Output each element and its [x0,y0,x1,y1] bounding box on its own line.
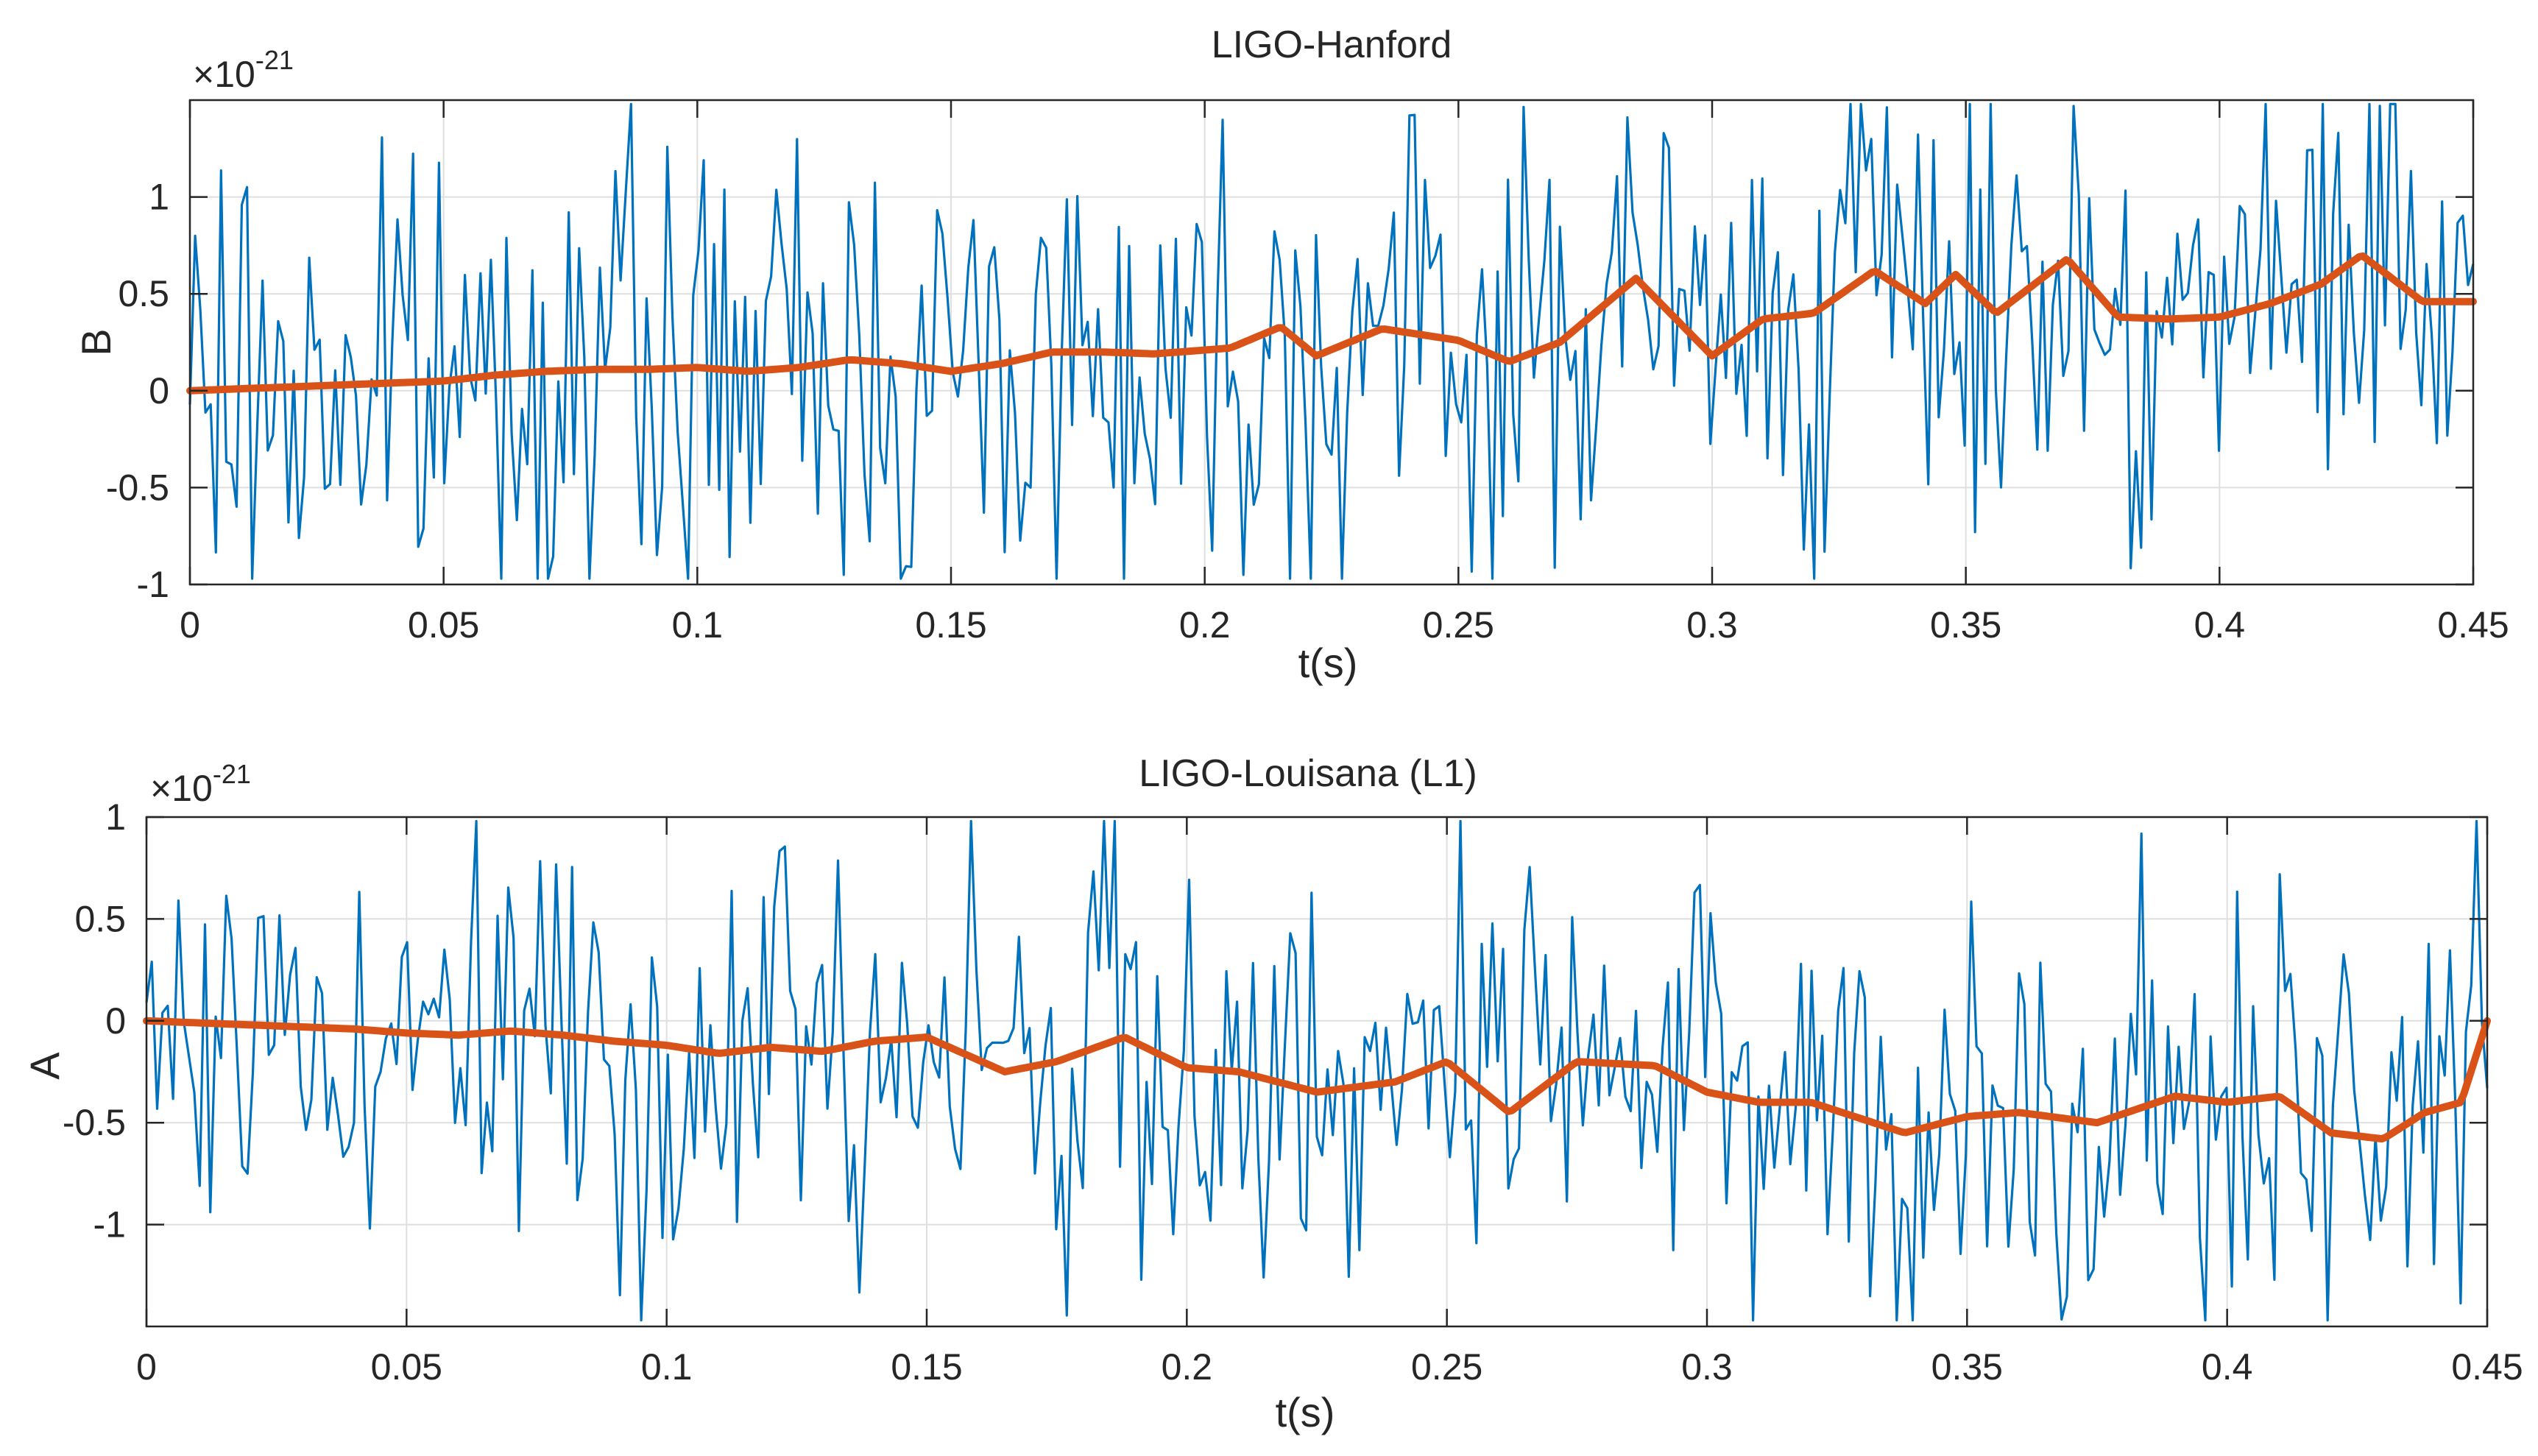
y-tick-label: 0.5 [118,273,169,314]
louisiana-raw-strain-line [145,819,2489,1322]
hanford-axes-box [188,99,2475,586]
x-tick-label: 0.2 [1162,1346,1213,1388]
louisiana-plot-area [146,817,2487,1326]
x-tick-label: 0.35 [1931,1346,2003,1388]
x-tick-label: 0.35 [1930,604,2001,646]
x-tick-label: 0.1 [672,604,724,646]
y-tick-label: -1 [93,1204,126,1245]
x-tick-label: 0.05 [371,1346,442,1388]
hanford-y-axis-label: B [73,328,119,356]
x-tick-label: 0.3 [1681,1346,1733,1388]
louisiana-x-tick-labels: 0 0.05 0.1 0.15 0.2 0.25 0.3 0.35 0.4 0.45 [136,1346,2523,1388]
hanford-smoothed-strain-line [186,252,2477,395]
y-tick-label: 0 [149,370,169,411]
louisiana-y-tick-labels: -1 -0.5 0 0.5 1 [63,796,126,1245]
y-tick-label: 0 [105,1000,126,1042]
hanford-ticks [188,100,2475,586]
x-tick-label: 0.2 [1179,604,1231,646]
x-tick-label: 0.1 [641,1346,693,1388]
hanford-panel: 0 0.05 0.1 0.15 0.2 0.25 0.3 0.35 0.4 0.45 -1 -0.5… [73,24,2509,686]
hanford-title: LIGO-Hanford [1212,24,1452,66]
x-tick-label: 0 [180,604,200,646]
y-tick-label: -0.5 [63,1102,126,1143]
x-tick-label: 0.05 [408,604,479,646]
x-tick-label: 0.15 [915,604,986,646]
x-tick-label: 0.45 [2437,604,2509,646]
x-tick-label: 0.25 [1423,604,1494,646]
louisiana-title: LIGO-Louisana (L1) [1139,752,1477,795]
louisiana-axes-box [145,816,2489,1328]
hanford-x-tick-labels: 0 0.05 0.1 0.15 0.2 0.25 0.3 0.35 0.4 0.45 [180,604,2509,646]
x-tick-label: 0.4 [2194,604,2246,646]
louisiana-x-axis-label: t(s) [1276,1389,1335,1435]
louisiana-exponent-label: ×10-21 [150,759,251,809]
x-tick-label: 0.45 [2451,1346,2523,1388]
y-tick-label: 1 [105,796,126,838]
y-tick-label: -0.5 [106,467,169,508]
x-tick-label: 0.4 [2202,1346,2253,1388]
hanford-y-tick-labels: -1 -0.5 0 0.5 1 [106,177,169,605]
x-tick-label: 0.15 [891,1346,962,1388]
y-tick-label: 1 [149,177,169,218]
louisiana-panel: 0 0.05 0.1 0.15 0.2 0.25 0.3 0.35 0.4 0.45 -1 -0.5… [21,752,2523,1435]
hanford-exponent-label: ×10-21 [193,45,294,95]
louisiana-smoothed-strain-line [143,1017,2491,1143]
louisiana-ticks [145,816,2489,1326]
louisiana-y-axis-label: A [21,1052,68,1080]
x-tick-label: 0.3 [1686,604,1738,646]
y-tick-label: -1 [137,564,169,605]
x-tick-label: 0.25 [1411,1346,1482,1388]
x-tick-label: 0 [136,1346,157,1388]
hanford-x-axis-label: t(s) [1298,640,1358,686]
y-tick-label: 0.5 [74,898,126,939]
